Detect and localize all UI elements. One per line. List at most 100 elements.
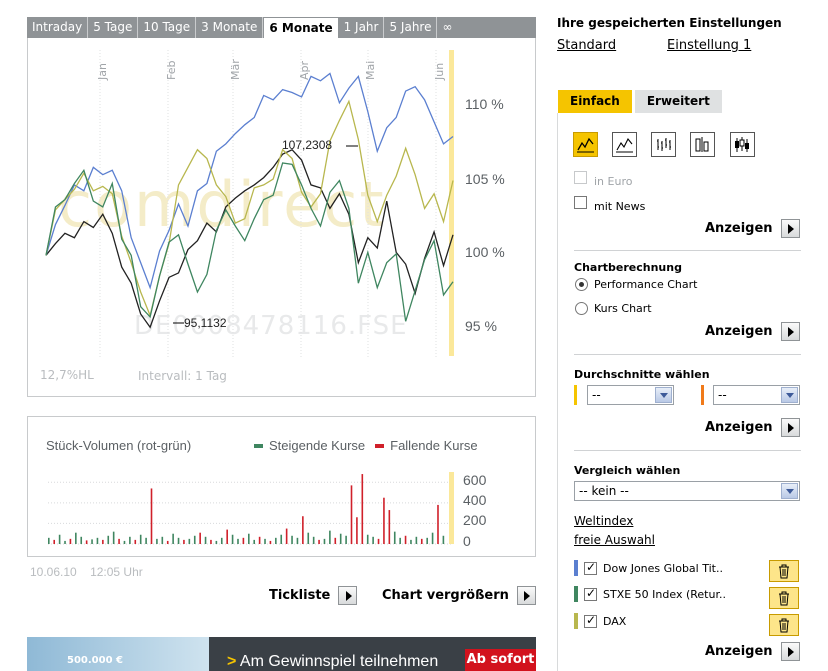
volume-bar [150,488,153,544]
chart-type-ohlc-button[interactable] [651,132,676,157]
comparison-title: Vergleich wählen [574,464,681,477]
volume-bar [366,534,369,544]
average-2-select[interactable]: -- [713,385,800,405]
month-label-mar: Mär [229,59,242,80]
delete-button[interactable] [769,560,799,582]
line-chart-icon [577,137,594,153]
banner-image-text: 500.000 € [67,655,123,666]
volume-bar [339,533,342,544]
volume-bar [356,517,358,544]
volume-bar [264,538,266,544]
show-button-2[interactable]: Anzeigen [705,322,800,341]
banner-text: > Am Gewinnspiel teilnehmen [227,653,438,671]
comparison-item: STXE 50 Index (Retur.. [574,584,726,604]
average-1-value: -- [592,388,601,402]
tab-einfach[interactable]: Einfach [558,90,632,113]
tab-3-monate[interactable]: 3 Monate [196,17,264,38]
show-button-1[interactable]: Anzeigen [705,219,800,238]
volume-bar [275,537,277,544]
volume-bar [188,538,191,544]
isin-watermark: DE0008478116.FSE [134,311,408,341]
tab-1-jahr[interactable]: 1 Jahr [339,17,385,38]
kurs-chart-radio[interactable] [575,302,588,315]
banner-button[interactable]: Ab sofort [465,649,536,671]
performance-line-0 [45,148,454,329]
volume-bar [377,538,380,544]
volume-bar [280,534,283,544]
volume-bar [307,532,310,544]
comparison-checkbox[interactable] [584,613,597,628]
comparison-value: -- kein -- [579,484,629,498]
chart-type-bar-button[interactable] [690,132,715,157]
mit-news-checkbox[interactable] [574,196,587,209]
volume-bar [323,538,326,544]
link-freie-auswahl[interactable]: freie Auswahl [574,533,655,547]
tab-erweitert[interactable]: Erweitert [634,90,722,113]
link-standard[interactable]: Standard [557,38,617,53]
timestamp: 10.06.10 12:05 Uhr [30,565,143,579]
volume-bar [399,537,401,544]
tab-10-tage[interactable]: 10 Tage [138,17,197,38]
line-chart-icon [616,137,633,153]
link-einstellung-1[interactable]: Einstellung 1 [667,38,752,53]
show-button-4[interactable]: Anzeigen [705,642,800,661]
chart-enlarge-label: Chart vergrößern [382,588,509,603]
comparison-checkbox[interactable] [584,560,597,575]
chart-type-candle-button[interactable] [730,132,755,157]
comparison-select[interactable]: -- kein -- [574,481,800,501]
annotation-low: 95,1132 [184,316,227,330]
volume-chart: Stück-Volumen (rot-grün) Steigende Kurse… [27,416,536,557]
promo-banner[interactable]: 500.000 € > Am Gewinnspiel teilnehmen Ab… [27,637,536,671]
volume-bar [437,504,439,544]
candlestick-chart-icon [735,137,749,152]
in-euro-checkbox[interactable] [574,171,587,184]
volume-bar [226,529,228,544]
tickliste-button[interactable]: Tickliste [269,586,358,605]
chart-type-line-points-button[interactable] [612,132,637,157]
hl-label: 12,7%HL [40,368,94,382]
arrow-right-icon [338,586,358,605]
comparison-item: DAX [574,611,626,631]
chart-enlarge-button[interactable]: Chart vergrößern [382,586,536,605]
chart-type-line-button[interactable] [573,132,598,157]
timestamp-time: 12:05 Uhr [90,565,143,579]
vol-tick-200: 200 [463,512,487,528]
average-1-color [574,385,577,405]
volume-bar [96,537,99,544]
vol-tick-0: 0 [463,533,471,549]
chevron-down-icon [781,387,798,403]
link-weltindex[interactable]: Weltindex [574,514,634,528]
volume-bar [393,531,396,544]
volume-bar [248,533,250,544]
tab-5-jahre[interactable]: 5 Jahre [384,17,438,38]
volume-bar [312,536,315,544]
annotation-high: 107,2308 [282,138,333,152]
delete-button[interactable] [769,614,799,636]
volume-bar [231,534,234,544]
average-1-select[interactable]: -- [587,385,674,405]
y-tick-105: 105 % [465,171,505,187]
volume-bar [102,539,104,544]
y-tick-100: 100 % [465,244,505,260]
divider [574,450,801,451]
performance-line-3 [45,162,454,322]
volume-bar [166,540,169,544]
comparison-label: STXE 50 Index (Retur.. [603,587,726,601]
volume-bar [80,536,83,544]
delete-button[interactable] [769,587,799,609]
calc-title: Chartberechnung [574,261,682,274]
volume-bar [431,532,434,544]
volume-bar [161,536,164,544]
comparison-checkbox[interactable] [584,586,597,601]
volume-bar [145,537,147,544]
tab-6-monate[interactable]: 6 Monate [263,17,339,38]
tab-5-tage[interactable]: 5 Tage [88,17,139,38]
performance-chart-radio[interactable] [575,278,588,291]
main-chart: comdirect DE0008478116.FSE Jan Feb Mär A… [27,38,536,397]
show-label: Anzeigen [705,221,773,236]
tab-max[interactable]: ∞ [442,20,453,34]
volume-bar [334,537,337,544]
ohlc-chart-icon [657,138,671,151]
show-button-3[interactable]: Anzeigen [705,418,800,437]
tab-intraday[interactable]: Intraday [27,17,89,38]
